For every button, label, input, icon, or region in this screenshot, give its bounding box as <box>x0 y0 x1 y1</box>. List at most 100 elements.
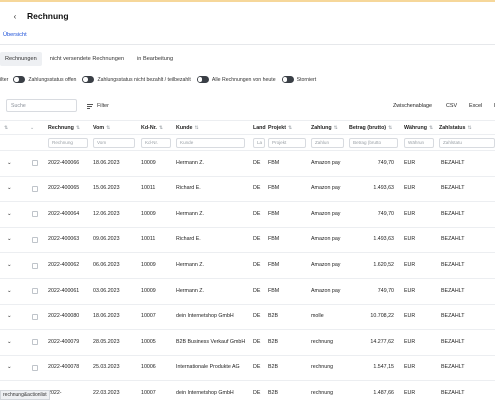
search-input[interactable]: Suche <box>6 99 77 112</box>
tab-in-bearbeitung[interactable]: in Bearbeitung <box>137 56 174 62</box>
filter-input-vom[interactable]: Vom <box>93 137 136 148</box>
export-excel-button[interactable]: Excel <box>469 103 483 109</box>
table-row[interactable]: ⌄ 2022-400065 15.06.2023 10011 Richard E. DE F… <box>0 176 495 203</box>
row-checkbox[interactable] <box>32 262 38 269</box>
row-checkbox[interactable] <box>32 185 38 192</box>
column-header-zahlung[interactable]: Zahlung ⇅ <box>309 120 347 135</box>
filter-zahlungsstatus-offen[interactable]: Zahlungsstatus offen <box>13 76 76 83</box>
table-header-row: ⇅ ⌄ Rechnung⇅ Vom⇅ Kd-Nr.⇅ Kunde⇅ Land⇅ … <box>0 120 495 135</box>
export-clipboard-button[interactable]: Zwischenablage <box>393 103 432 109</box>
table-row[interactable]: ⌄ 2022-400080 18.06.2023 10007 dein Internet… <box>0 304 495 331</box>
expand-row-button[interactable]: ⌄ <box>0 227 26 254</box>
row-checkbox[interactable] <box>32 211 38 218</box>
cell-vom: 22.03.2023 <box>91 380 139 400</box>
table-row[interactable]: ⌄ 2022-400079 28.05.2023 10005 B2B Business … <box>0 329 495 356</box>
expand-row-button[interactable]: ⌄ <box>0 150 26 177</box>
filter-button[interactable]: Filter <box>87 100 109 112</box>
cell-vom: 28.05.2023 <box>91 329 139 356</box>
cell-land: DE <box>251 380 266 400</box>
filter-input-land[interactable]: La <box>253 137 265 148</box>
expand-row-button[interactable]: ⌄ <box>0 278 26 305</box>
column-header-expand[interactable]: ⇅ <box>0 120 26 135</box>
cell-vom: 18.06.2023 <box>91 150 139 177</box>
tab-rechnungen[interactable]: Rechnungen <box>0 52 42 66</box>
filter-input-betrag[interactable]: Betrag (brutto <box>349 137 398 148</box>
cell-land: DE <box>251 278 266 305</box>
filter-button-label: Filter <box>97 103 109 109</box>
column-header-kunde[interactable]: Kunde ⇅ <box>174 120 251 135</box>
toggle-switch[interactable] <box>196 76 209 83</box>
column-header-kdnr[interactable]: Kd-Nr. ⇅ <box>139 120 174 135</box>
cell-rechnung: 2022-400065 <box>46 176 91 203</box>
filter-input-kdnr[interactable]: Kd-Nr. <box>141 137 172 148</box>
expand-row-button[interactable]: ⌄ <box>0 201 26 228</box>
cell-projekt: FBM <box>266 150 309 177</box>
row-checkbox[interactable] <box>32 288 38 295</box>
cell-vom: 18.06.2023 <box>91 304 139 331</box>
cell-vom: 09.06.2023 <box>91 227 139 254</box>
cell-vom: 03.06.2023 <box>91 278 139 305</box>
back-button[interactable]: ‹ <box>9 10 21 22</box>
cell-land: DE <box>251 329 266 356</box>
cell-kdnr: 10005 <box>139 329 174 356</box>
page-header: ‹ Rechnung <box>0 2 495 30</box>
breadcrumb-overview[interactable]: Übersicht <box>3 32 27 38</box>
column-header-rechnung[interactable]: Rechnung ⇅ <box>46 120 91 135</box>
cell-betrag: 1.487,66 <box>347 380 402 400</box>
table-row[interactable]: ⌄ 2022-400064 12.06.2023 10009 Hermann Z. DE F… <box>0 201 495 228</box>
column-header-vom[interactable]: Vom ⇅ <box>91 120 139 135</box>
expand-row-button[interactable]: ⌄ <box>0 252 26 279</box>
expand-row-button[interactable]: ⌄ <box>0 304 26 331</box>
cell-vom: 15.06.2023 <box>91 176 139 203</box>
divider <box>0 44 495 45</box>
row-checkbox[interactable] <box>32 339 38 346</box>
column-header-waehrung[interactable]: Währung ⇅ <box>402 120 437 135</box>
expand-row-button[interactable]: ⌄ <box>0 355 26 382</box>
filter-storniert[interactable]: Storniert <box>281 76 317 83</box>
filter-input-zahlung[interactable]: Zahlun <box>311 137 345 148</box>
export-csv-button[interactable]: CSV <box>446 103 458 109</box>
table-row[interactable]: ⌄ 2022-400061 03.06.2023 10009 Hermann Z. DE F… <box>0 278 495 305</box>
cell-land: DE <box>251 176 266 203</box>
cell-betrag: 1.493,63 <box>347 176 402 203</box>
cell-zahlung: Amazon pay <box>309 150 347 177</box>
row-checkbox[interactable] <box>32 365 38 372</box>
filter-input-zahlstatus[interactable]: Zahlstatu <box>439 137 495 148</box>
cell-kdnr: 10009 <box>139 278 174 305</box>
sort-icon: ⇅ <box>158 124 164 131</box>
table-row[interactable]: ⌄ 2022-400078 25.03.2023 10006 International… <box>0 355 495 382</box>
cell-land: DE <box>251 201 266 228</box>
chevron-down-icon: ⌄ <box>7 313 12 320</box>
table-row[interactable]: ⌄ 2022-400062 06.06.2023 10009 Hermann Z. DE F… <box>0 252 495 279</box>
cell-rechnung: 2022-400062 <box>46 252 91 279</box>
column-header-projekt[interactable]: Projekt ⇅ <box>266 120 309 135</box>
tab-nicht-versendete[interactable]: nicht versendete Rechnungen <box>49 56 125 62</box>
toggle-switch[interactable] <box>82 76 95 83</box>
filter-input-projekt[interactable]: Projekt <box>268 137 306 148</box>
invoice-table: ⇅ ⌄ Rechnung⇅ Vom⇅ Kd-Nr.⇅ Kunde⇅ Land⇅ … <box>0 120 495 400</box>
table-row[interactable]: ⌄ 2022-400066 18.06.2023 10009 Hermann Z. DE F… <box>0 150 495 177</box>
expand-row-button[interactable]: ⌄ <box>0 329 26 356</box>
row-checkbox[interactable] <box>32 313 38 320</box>
toggle-switch[interactable] <box>13 76 26 83</box>
row-checkbox[interactable] <box>32 237 38 244</box>
column-header-betrag[interactable]: Betrag (brutto) ⇅ <box>347 120 402 135</box>
toggle-switch[interactable] <box>281 76 294 83</box>
cell-rechnung: 2022- <box>46 380 91 400</box>
row-checkbox[interactable] <box>32 160 38 167</box>
sort-icon: ⇅ <box>75 124 81 131</box>
filter-input-kunde[interactable]: Kunde <box>176 137 245 148</box>
table-row[interactable]: ⌄ 2022-400063 09.06.2023 10011 Richard E. DE F… <box>0 227 495 254</box>
column-header-land[interactable]: Land⇅ <box>251 120 266 135</box>
filter-alle-heute[interactable]: Alle Rechnungen von heute <box>196 76 276 83</box>
filter-nicht-bezahlt[interactable]: Zahlungsstatus nicht bezahlt / teilbezah… <box>82 76 191 83</box>
filter-chip-label: Storniert <box>296 76 317 83</box>
filter-input-rechnung[interactable]: Rechnung <box>48 137 88 148</box>
expand-row-button[interactable]: ⌄ <box>0 176 26 203</box>
column-header-select[interactable]: ⌄ <box>26 120 46 135</box>
sort-icon: ⇅ <box>194 124 199 131</box>
filter-input-waehrung[interactable]: Währun <box>404 137 435 148</box>
cell-kdnr: 10006 <box>139 355 174 382</box>
column-header-zahlstatus[interactable]: Zahlstatus ⇅ <box>437 120 495 135</box>
